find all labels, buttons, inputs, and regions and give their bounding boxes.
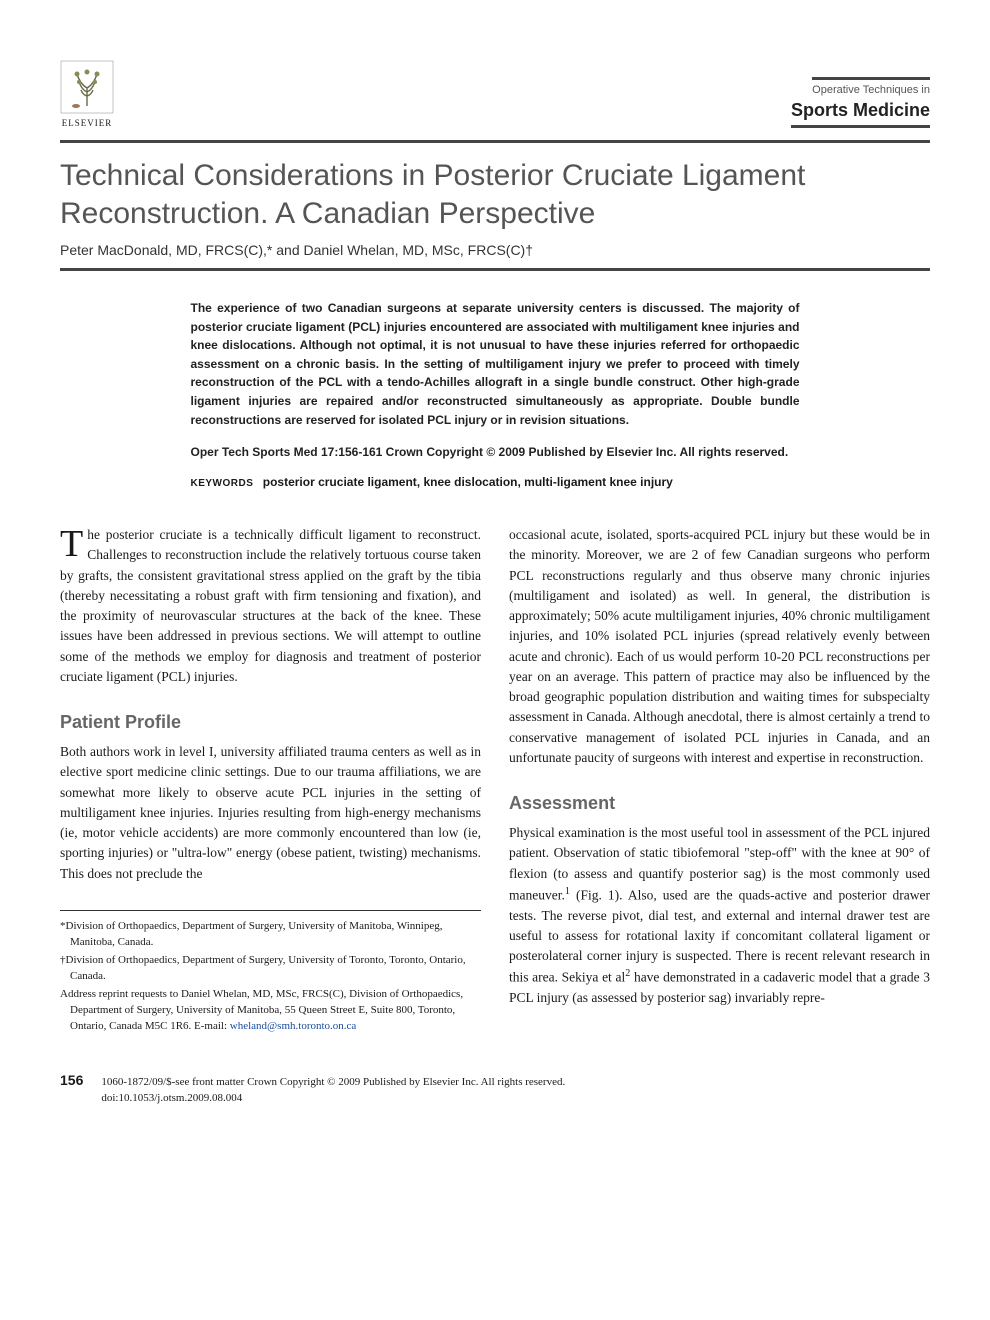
affiliations-block: *Division of Orthopaedics, Department of…: [60, 910, 481, 1035]
heading-patient-profile: Patient Profile: [60, 709, 481, 736]
citation: Oper Tech Sports Med 17:156-161 Crown Co…: [191, 443, 800, 461]
reprint-email[interactable]: wheland@smh.toronto.on.ca: [230, 1020, 357, 1032]
footer-text: 1060-1872/09/$-see front matter Crown Co…: [101, 1075, 565, 1106]
assessment-p1: Physical examination is the most useful …: [509, 823, 930, 1008]
page-header: ELSEVIER Operative Techniques in Sports …: [60, 60, 930, 128]
keywords-row: KEYWORDS posterior cruciate ligament, kn…: [191, 475, 800, 489]
heading-assessment: Assessment: [509, 790, 930, 817]
rule-bottom: [60, 268, 930, 271]
publisher-name: ELSEVIER: [62, 118, 113, 128]
article-title: Technical Considerations in Posterior Cr…: [60, 157, 930, 232]
patient-profile-p1: Both authors work in level I, university…: [60, 742, 481, 884]
journal-main: Sports Medicine: [791, 100, 930, 128]
affiliation-2: †Division of Orthopaedics, Department of…: [60, 953, 481, 985]
footer-doi: doi:10.1053/j.otsm.2009.08.004: [101, 1092, 242, 1104]
rule-top: [60, 140, 930, 143]
patient-profile-p2: occasional acute, isolated, sports-acqui…: [509, 525, 930, 768]
abstract: The experience of two Canadian surgeons …: [191, 299, 800, 429]
author-line: Peter MacDonald, MD, FRCS(C),* and Danie…: [60, 242, 930, 258]
keywords-text: posterior cruciate ligament, knee disloc…: [263, 475, 673, 489]
page-footer: 156 1060-1872/09/$-see front matter Crow…: [60, 1072, 930, 1106]
page-number: 156: [60, 1072, 83, 1088]
journal-name-block: Operative Techniques in Sports Medicine: [791, 77, 930, 128]
body-columns: The posterior cruciate is a technically …: [60, 525, 930, 1036]
keywords-label: KEYWORDS: [191, 478, 254, 489]
journal-overline: Operative Techniques in: [812, 77, 930, 96]
intro-paragraph: The posterior cruciate is a technically …: [60, 525, 481, 687]
affiliation-1: *Division of Orthopaedics, Department of…: [60, 919, 481, 951]
reprint-address: Address reprint requests to Daniel Whela…: [60, 987, 481, 1035]
footer-copyright: 1060-1872/09/$-see front matter Crown Co…: [101, 1076, 565, 1088]
publisher-logo: ELSEVIER: [60, 60, 114, 128]
elsevier-tree-icon: [60, 60, 114, 114]
